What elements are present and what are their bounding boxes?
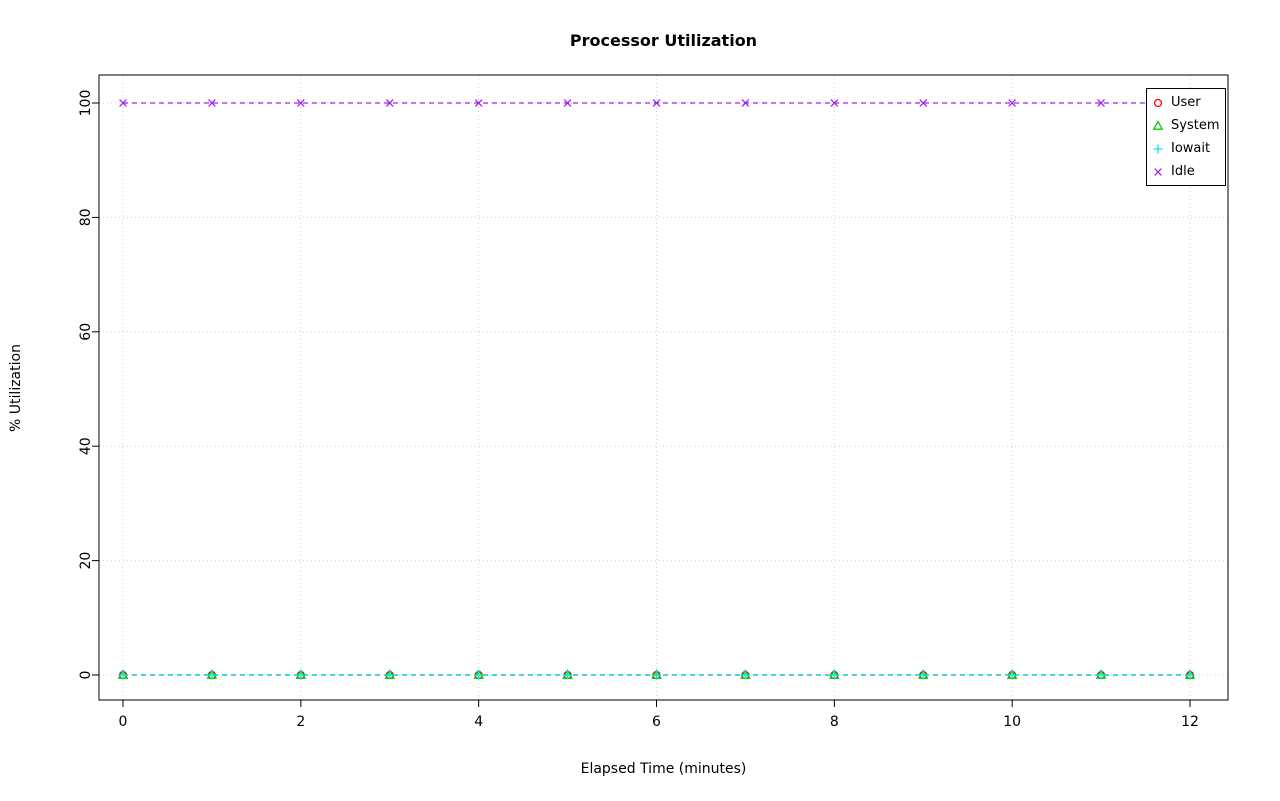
plot-border (98, 74, 1229, 701)
series-iowait (118, 670, 1195, 680)
legend-item-user: User (1147, 91, 1225, 114)
chart-title: Processor Utilization (569, 31, 758, 50)
legend-label: User (1171, 95, 1201, 110)
y-tick-label: 20 (78, 552, 94, 570)
y-axis-label: % Utilization (8, 344, 24, 432)
x-tick-label: 8 (830, 714, 839, 730)
x-axis-label: Elapsed Time (minutes) (580, 761, 747, 777)
y-tick-label: 0 (78, 671, 94, 680)
triangle-marker-icon (1152, 119, 1164, 130)
legend-label: System (1171, 118, 1220, 133)
x-tick-label: 0 (119, 714, 128, 730)
x-tick-label: 4 (474, 714, 483, 730)
legend-item-iowait: Iowait (1147, 137, 1225, 160)
legend: User System Iowait Idle (1146, 88, 1226, 186)
plus-marker-icon (1153, 144, 1163, 153)
x-tick-label: 2 (296, 714, 305, 730)
legend-label: Idle (1171, 164, 1195, 179)
grid (99, 75, 1228, 700)
axes: 0 2 4 6 8 10 12 0 20 40 60 80 100 (78, 90, 1199, 730)
x-tick-label: 6 (652, 714, 661, 730)
legend-label: Iowait (1171, 141, 1211, 156)
legend-item-idle: Idle (1147, 160, 1225, 183)
y-tick-label: 60 (78, 323, 94, 341)
y-tick-label: 100 (78, 90, 94, 117)
x-tick-label: 12 (1181, 714, 1199, 730)
y-tick-label: 80 (78, 208, 94, 226)
legend-item-system: System (1147, 114, 1225, 137)
circle-marker-icon (1153, 98, 1163, 107)
y-tick-label: 40 (78, 437, 94, 455)
x-tick-label: 10 (1003, 714, 1021, 730)
x-marker-icon (1154, 167, 1162, 176)
series-idle (119, 99, 1194, 107)
